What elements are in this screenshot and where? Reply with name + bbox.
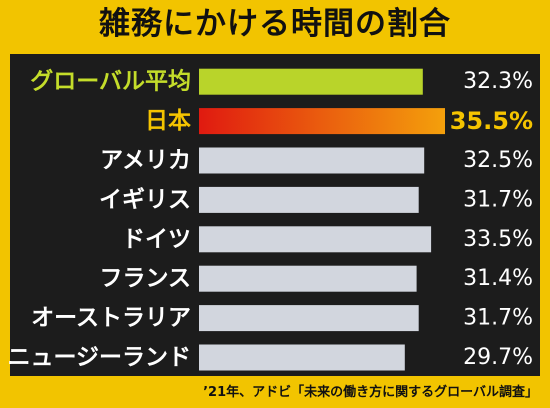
value-label: 31.7% <box>463 306 533 331</box>
category-label: 日本 <box>145 108 191 134</box>
value-label: 29.7% <box>463 345 533 370</box>
value-label: 33.5% <box>463 227 533 252</box>
bar <box>199 108 445 135</box>
value-label: 32.5% <box>463 148 533 173</box>
value-label: 35.5% <box>450 107 533 135</box>
category-label: アメリカ <box>100 148 191 174</box>
bar <box>199 147 425 174</box>
bar <box>199 305 419 332</box>
category-label: グローバル平均 <box>30 68 191 95</box>
category-label: フランス <box>99 266 191 292</box>
bar <box>199 186 419 213</box>
bar <box>199 226 432 253</box>
bar <box>199 68 423 95</box>
category-label: ドイツ <box>122 226 191 252</box>
category-label: イギリス <box>99 187 191 213</box>
bar <box>199 265 417 292</box>
bar <box>199 344 405 371</box>
category-label: オーストラリア <box>31 305 191 331</box>
source-note: ’21年、アドビ「未来の働き方に関するグローバル調査」 <box>203 385 538 400</box>
category-label: ニュージーランド <box>7 345 191 371</box>
value-label: 32.3% <box>463 69 533 94</box>
chart-title: 雑務にかける時間の割合 <box>99 6 451 42</box>
value-label: 31.4% <box>463 266 533 291</box>
value-label: 31.7% <box>463 187 533 212</box>
